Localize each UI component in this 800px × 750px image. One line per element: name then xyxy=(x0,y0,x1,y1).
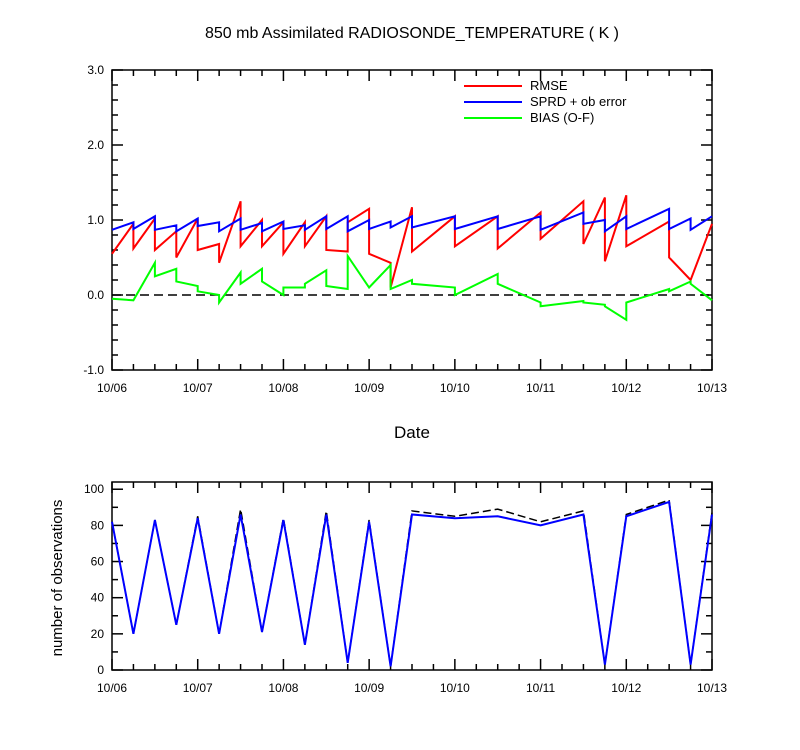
y-tick-label: 0.0 xyxy=(87,288,104,302)
x-tick-label: 10/07 xyxy=(183,381,213,395)
y-axis-label-observations: number of observations xyxy=(49,500,66,657)
x-tick-label: 10/07 xyxy=(183,681,213,695)
x-tick-label: 10/08 xyxy=(268,381,298,395)
y-tick-label: 80 xyxy=(91,518,105,532)
x-tick-label: 10/13 xyxy=(697,681,727,695)
series-line-rmse xyxy=(111,194,713,288)
chart-title: 850 mb Assimilated RADIOSONDE_TEMPERATUR… xyxy=(205,25,619,42)
legend-label: RMSE xyxy=(530,78,568,93)
x-tick-label: 10/12 xyxy=(611,681,641,695)
x-tick-label: 10/13 xyxy=(697,381,727,395)
series-line-bias-o-f xyxy=(111,252,713,322)
x-tick-label: 10/08 xyxy=(268,681,298,695)
legend-label: SPRD + ob error xyxy=(530,94,627,109)
bottom-series xyxy=(111,499,713,667)
legend-label: BIAS (O-F) xyxy=(530,110,594,125)
y-tick-label: 3.0 xyxy=(87,63,104,77)
x-tick-label: 10/11 xyxy=(526,381,555,395)
x-tick-label: 10/09 xyxy=(354,681,384,695)
top-panel: 850 mb Assimilated RADIOSONDE_TEMPERATUR… xyxy=(83,25,727,442)
top-x-axis: 10/06 10/07 10/08 10/09 10/10 10/11 10/12 10/13 xyxy=(97,70,727,395)
bottom-y-axis: 0 20 40 60 80 100 xyxy=(84,482,712,677)
x-tick-label: 10/10 xyxy=(440,681,470,695)
top-series xyxy=(111,194,713,322)
x-axis-label: Date xyxy=(394,423,430,442)
y-tick-label: 60 xyxy=(91,555,105,569)
x-tick-label: 10/12 xyxy=(611,381,641,395)
series-line-possible-observations xyxy=(111,499,713,667)
y-tick-label: -1.0 xyxy=(83,363,104,377)
y-tick-label: 100 xyxy=(84,482,104,496)
y-tick-label: 40 xyxy=(91,591,105,605)
series-line-sprd-ob-error xyxy=(111,207,713,234)
y-tick-label: 20 xyxy=(91,627,105,641)
x-tick-label: 10/10 xyxy=(440,381,470,395)
bottom-panel: 10/06 10/07 10/08 10/09 10/10 10/11 10/12 10/13… xyxy=(49,481,727,695)
x-tick-label: 10/09 xyxy=(354,381,384,395)
x-tick-label: 10/06 xyxy=(97,681,127,695)
series-line-assimilated-observations xyxy=(111,500,713,667)
y-tick-label: 2.0 xyxy=(87,138,104,152)
x-tick-label: 10/06 xyxy=(97,381,127,395)
y-tick-label: 0 xyxy=(97,663,104,677)
y-tick-label: 1.0 xyxy=(87,213,104,227)
x-tick-label: 10/11 xyxy=(526,681,555,695)
bottom-x-axis: 10/06 10/07 10/08 10/09 10/10 10/11 10/12 10/13 xyxy=(97,482,727,695)
